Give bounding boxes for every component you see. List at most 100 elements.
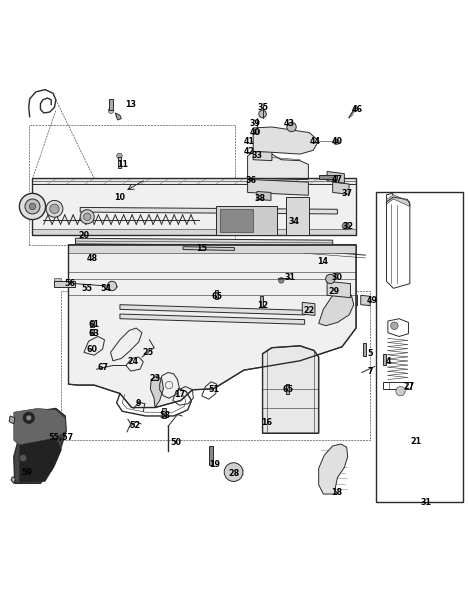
Text: 56: 56 (64, 279, 76, 288)
Circle shape (19, 454, 27, 462)
Circle shape (279, 278, 284, 283)
Polygon shape (19, 438, 61, 482)
Text: 9: 9 (136, 400, 141, 409)
Text: 48: 48 (86, 254, 98, 263)
Polygon shape (209, 446, 213, 464)
Polygon shape (91, 329, 94, 335)
Polygon shape (183, 247, 234, 250)
Text: 25: 25 (143, 348, 153, 357)
Text: 19: 19 (209, 460, 220, 469)
Circle shape (333, 139, 339, 145)
Polygon shape (318, 290, 354, 326)
Text: 13: 13 (125, 100, 136, 109)
Text: 44: 44 (310, 137, 320, 146)
Polygon shape (120, 314, 305, 325)
Text: 39: 39 (250, 119, 261, 128)
Text: 58: 58 (160, 412, 171, 421)
Polygon shape (318, 444, 348, 494)
Polygon shape (76, 238, 333, 246)
Text: 36: 36 (245, 176, 257, 185)
Text: 18: 18 (331, 488, 342, 497)
Text: 42: 42 (244, 147, 255, 156)
Text: 10: 10 (114, 193, 125, 202)
Text: 23: 23 (150, 374, 160, 383)
Polygon shape (363, 343, 366, 356)
Text: 60: 60 (86, 344, 98, 353)
Text: 17: 17 (174, 390, 185, 399)
Polygon shape (32, 229, 356, 235)
Polygon shape (32, 178, 356, 184)
Text: 16: 16 (261, 418, 272, 427)
Text: 41: 41 (244, 137, 255, 146)
Polygon shape (260, 296, 264, 307)
Polygon shape (11, 477, 15, 484)
Polygon shape (263, 346, 318, 433)
Polygon shape (383, 354, 386, 365)
Text: 12: 12 (257, 301, 268, 310)
Circle shape (25, 199, 40, 214)
Text: 4: 4 (386, 357, 392, 366)
Polygon shape (9, 416, 15, 424)
Polygon shape (318, 175, 337, 179)
Text: 37: 37 (341, 189, 352, 198)
Polygon shape (248, 151, 309, 181)
Polygon shape (118, 157, 121, 167)
Circle shape (29, 203, 36, 210)
Polygon shape (54, 278, 61, 284)
Circle shape (396, 386, 405, 396)
Polygon shape (215, 290, 218, 299)
Circle shape (108, 108, 114, 113)
Polygon shape (14, 409, 66, 484)
Text: 54: 54 (100, 284, 112, 293)
Polygon shape (115, 113, 121, 120)
Text: 34: 34 (289, 217, 300, 226)
Text: 21: 21 (410, 437, 422, 446)
Text: 61: 61 (89, 320, 100, 329)
Text: 59: 59 (21, 467, 32, 476)
Circle shape (224, 463, 243, 481)
Polygon shape (253, 127, 318, 154)
Text: 65: 65 (283, 385, 294, 394)
Polygon shape (80, 208, 337, 214)
Polygon shape (120, 305, 305, 315)
Polygon shape (286, 384, 289, 394)
Text: 27: 27 (404, 382, 415, 391)
Polygon shape (333, 182, 349, 194)
Text: 31: 31 (284, 273, 295, 282)
Text: 32: 32 (342, 221, 353, 230)
Text: 20: 20 (78, 231, 90, 240)
Text: 5: 5 (367, 349, 373, 358)
Circle shape (325, 274, 335, 284)
Polygon shape (14, 409, 66, 445)
Polygon shape (386, 195, 410, 206)
Text: 47: 47 (332, 175, 343, 184)
Text: 11: 11 (117, 160, 128, 169)
Circle shape (107, 281, 117, 290)
Text: 67: 67 (97, 364, 108, 373)
Circle shape (23, 412, 34, 424)
Circle shape (19, 193, 45, 220)
Polygon shape (220, 209, 253, 232)
Text: 29: 29 (328, 287, 339, 296)
Text: 55,57: 55,57 (48, 433, 73, 442)
Circle shape (287, 122, 296, 131)
Polygon shape (327, 172, 344, 183)
Circle shape (46, 200, 63, 217)
Text: 50: 50 (171, 438, 182, 447)
Polygon shape (361, 295, 370, 305)
Text: 7: 7 (367, 367, 373, 376)
Text: 63: 63 (89, 329, 100, 338)
Polygon shape (32, 178, 356, 235)
Bar (376, 193, 463, 502)
Circle shape (117, 153, 122, 159)
Circle shape (291, 218, 298, 225)
Text: 31: 31 (421, 497, 432, 506)
Text: 51: 51 (208, 385, 219, 394)
Polygon shape (91, 321, 94, 326)
Polygon shape (303, 302, 315, 316)
Polygon shape (68, 245, 356, 253)
Polygon shape (54, 281, 75, 287)
Polygon shape (286, 197, 310, 235)
Text: 52: 52 (130, 421, 141, 430)
Text: 65: 65 (211, 292, 222, 301)
